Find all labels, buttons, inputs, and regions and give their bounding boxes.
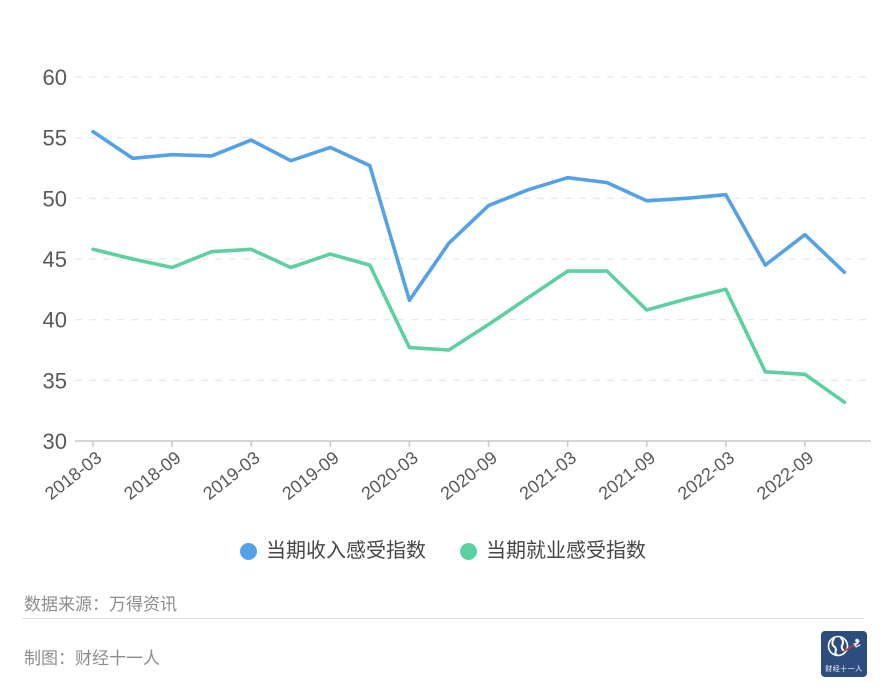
footer-divider: [22, 618, 864, 619]
svg-text:2022-09: 2022-09: [753, 447, 817, 503]
logo-text: 财经十一人: [825, 666, 863, 673]
svg-text:2018-09: 2018-09: [120, 447, 184, 503]
svg-text:50: 50: [43, 186, 67, 211]
svg-text:30: 30: [43, 429, 67, 454]
svg-text:40: 40: [43, 308, 67, 333]
svg-text:2020-09: 2020-09: [437, 447, 501, 503]
svg-text:35: 35: [43, 368, 67, 393]
svg-text:60: 60: [43, 65, 67, 90]
svg-text:2021-03: 2021-03: [516, 447, 580, 503]
legend-label-income: 当期收入感受指数: [266, 540, 426, 562]
credit-text: 制图：财经十一人: [24, 649, 160, 668]
globe-icon: [827, 635, 861, 657]
legend-item-income[interactable]: 当期收入感受指数: [240, 541, 426, 561]
data-source-text: 数据来源：万得资讯: [24, 595, 177, 614]
line-chart: 30 35 40 45 50 55 60 2018-03 2018-09 2019-03 2019-…: [41, 65, 871, 504]
svg-text:2020-03: 2020-03: [357, 447, 421, 503]
svg-text:2018-03: 2018-03: [41, 447, 105, 503]
legend-label-employment: 当期就业感受指数: [486, 540, 646, 562]
svg-text:2019-03: 2019-03: [199, 447, 263, 503]
svg-text:2019-09: 2019-09: [278, 447, 342, 503]
svg-text:45: 45: [43, 247, 67, 272]
svg-text:55: 55: [43, 126, 67, 151]
chart-legend: 当期收入感受指数 当期就业感受指数: [0, 537, 886, 565]
publisher-logo: 财经十一人: [821, 631, 867, 677]
svg-text:2022-03: 2022-03: [674, 447, 738, 503]
employment-series-dot-icon: [460, 542, 477, 560]
income-series-dot-icon: [240, 542, 257, 560]
svg-text:2021-09: 2021-09: [595, 447, 659, 503]
legend-item-employment[interactable]: 当期就业感受指数: [460, 541, 646, 561]
